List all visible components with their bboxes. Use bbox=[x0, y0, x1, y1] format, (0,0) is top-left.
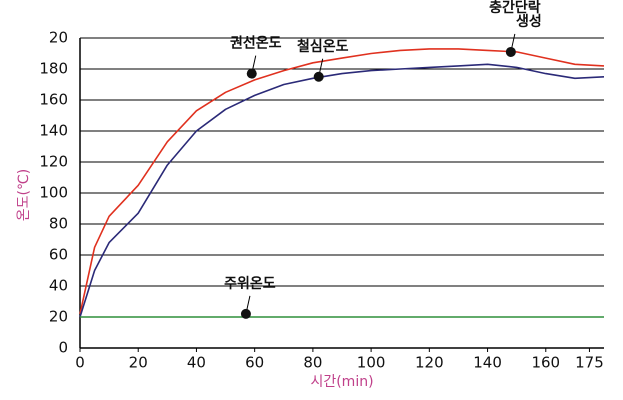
annotation-line: 생성 bbox=[516, 14, 542, 30]
y-axis-label: 온도(℃) bbox=[16, 169, 32, 221]
y-tick-label: 120 bbox=[39, 153, 68, 171]
annotation-line: 철심온도 bbox=[297, 39, 349, 55]
series-line bbox=[79, 63, 605, 318]
y-tick-label: 100 bbox=[39, 184, 68, 202]
x-tick-label: 160 bbox=[531, 354, 560, 372]
x-tick-label: 100 bbox=[357, 354, 386, 372]
x-axis-label: 시간(min) bbox=[310, 374, 373, 390]
annotation-dot bbox=[240, 308, 251, 319]
y-tick-label: 60 bbox=[49, 246, 68, 264]
annotation-line: 충간단락 bbox=[489, 0, 541, 16]
annotation-text: 충간단락 생성 bbox=[489, 0, 542, 30]
y-tick-label: 180 bbox=[39, 60, 68, 78]
annotation-dot bbox=[246, 68, 257, 79]
x-tick-label: 80 bbox=[303, 354, 322, 372]
x-tick-label: 120 bbox=[415, 354, 444, 372]
annotation-line: 권선온도 bbox=[230, 36, 282, 52]
x-tick-label: 0 bbox=[75, 354, 85, 372]
annotation-line: 주위온도 bbox=[224, 276, 276, 292]
y-tick-label: 160 bbox=[39, 91, 68, 109]
y-tick-label: 0 bbox=[58, 339, 68, 357]
annotation: 충간단락 생성 bbox=[489, 0, 542, 57]
annotation: 권선온도 bbox=[230, 36, 282, 79]
y-tick-label: 40 bbox=[49, 277, 68, 295]
series-line bbox=[79, 48, 605, 315]
y-tick-label: 140 bbox=[39, 122, 68, 140]
annotation-text: 주위온도 bbox=[224, 276, 276, 292]
annotation-dot bbox=[505, 46, 516, 57]
x-tick-label: 140 bbox=[473, 354, 502, 372]
annotation-text: 철심온도 bbox=[297, 39, 349, 55]
x-tick-label: 20 bbox=[129, 354, 148, 372]
x-tick-label: 175 bbox=[575, 354, 604, 372]
annotation-text: 권선온도 bbox=[230, 36, 282, 52]
y-tick-label: 20 bbox=[49, 29, 68, 47]
annotation: 주위온도 bbox=[224, 276, 276, 319]
annotation-dot bbox=[313, 71, 324, 82]
annotation: 철심온도 bbox=[297, 39, 349, 82]
y-tick-label: 20 bbox=[49, 308, 68, 326]
y-tick-label: 80 bbox=[49, 215, 68, 233]
x-tick-label: 60 bbox=[245, 354, 264, 372]
x-tick-label: 40 bbox=[187, 354, 206, 372]
